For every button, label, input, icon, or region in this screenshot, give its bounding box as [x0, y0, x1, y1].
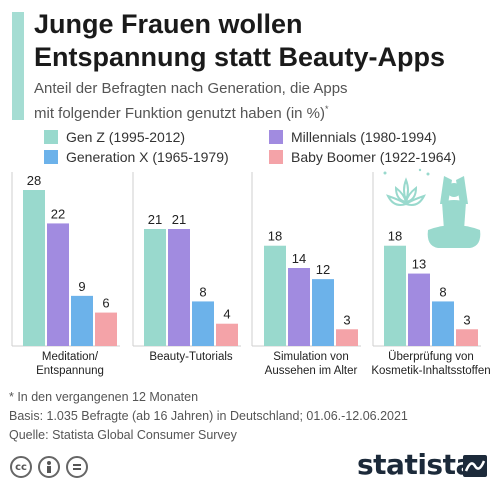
- no-derivatives-icon[interactable]: [66, 456, 88, 478]
- category-label: Simulation von: [273, 351, 348, 363]
- chart-subtitle-line-2: mit folgender Funktion genutzt haben (in…: [34, 99, 484, 124]
- legend-swatch-generation-x: [44, 150, 58, 164]
- bar: [144, 229, 166, 346]
- bar-value-label: 12: [316, 262, 330, 277]
- legend-item-baby-boomer: Baby Boomer (1922-1964): [269, 149, 456, 165]
- legend-item-generation-x: Generation X (1965-1979): [44, 149, 229, 165]
- bar-value-label: 22: [51, 206, 65, 221]
- legend-swatch-gen-z: [44, 130, 58, 144]
- bar: [168, 229, 190, 346]
- statista-logo-icon[interactable]: [463, 455, 487, 477]
- bar: [288, 268, 310, 346]
- category-label: Entspannung: [36, 365, 104, 377]
- bar-value-label: 6: [102, 296, 109, 311]
- attribution-icon[interactable]: [38, 456, 60, 478]
- subtitle-footnote-mark: *: [325, 104, 329, 114]
- bar: [336, 329, 358, 346]
- bar: [312, 279, 334, 346]
- chart-subtitle: Anteil der Befragten nach Generation, di…: [34, 78, 484, 124]
- category-label: Beauty-Tutorials: [149, 351, 233, 363]
- bar: [432, 301, 454, 346]
- chart-title-line-2: Entspannung statt Beauty-Apps: [34, 42, 446, 72]
- bar: [71, 295, 93, 346]
- category-label: Meditation/: [42, 351, 99, 363]
- chart-subtitle-line-1: Anteil der Befragten nach Generation, di…: [34, 80, 348, 97]
- legend-label-gen-z: Gen Z (1995-2012): [66, 129, 186, 145]
- legend-item-millennials: Millennials (1980-1994): [269, 129, 437, 145]
- bar-value-label: 18: [268, 229, 282, 244]
- bar: [408, 273, 430, 346]
- legend-swatch-baby-boomer: [269, 150, 283, 164]
- yoga-illustration-icon: [383, 168, 481, 248]
- bar: [216, 323, 238, 346]
- bar: [47, 223, 69, 346]
- bar-value-label: 28: [27, 173, 41, 188]
- bar-value-label: 3: [463, 312, 470, 327]
- bar-value-label: 3: [343, 312, 350, 327]
- bar-value-label: 18: [388, 229, 402, 244]
- bar-value-label: 8: [439, 284, 446, 299]
- source-note: Quelle: Statista Global Consumer Survey: [9, 428, 237, 442]
- footnote: * In den vergangenen 12 Monaten: [9, 390, 199, 404]
- bar-value-label: 14: [292, 251, 306, 266]
- chart-title-line-1: Junge Frauen wollen: [34, 9, 303, 39]
- bar-value-label: 9: [78, 279, 85, 294]
- footer: * In den vergangenen 12 Monaten Basis: 1…: [9, 388, 489, 445]
- bar: [192, 301, 214, 346]
- category-label: Aussehen im Alter: [265, 365, 358, 377]
- bar: [23, 190, 45, 346]
- bar: [384, 245, 406, 346]
- chart-title: Junge Frauen wollen Entspannung statt Be…: [34, 8, 494, 74]
- legend-item-gen-z: Gen Z (1995-2012): [44, 129, 185, 145]
- creative-commons-icon[interactable]: cc: [10, 456, 32, 478]
- bar-value-label: 21: [172, 212, 186, 227]
- bar: [264, 245, 286, 346]
- bar-value-label: 8: [199, 284, 206, 299]
- basis-note: Basis: 1.035 Befragte (ab 16 Jahren) in …: [9, 409, 408, 423]
- category-label: Kosmetik-Inhaltsstoffen: [371, 365, 490, 377]
- title-accent-bar: [12, 12, 24, 120]
- bar-value-label: 13: [412, 257, 426, 272]
- bar: [95, 312, 117, 346]
- legend-swatch-millennials: [269, 130, 283, 144]
- license-icons: cc: [10, 456, 88, 478]
- legend-label-generation-x: Generation X (1965-1979): [66, 149, 229, 165]
- bar-value-label: 4: [223, 307, 230, 322]
- legend-label-baby-boomer: Baby Boomer (1922-1964): [291, 149, 456, 165]
- chart-subtitle-line-2-text: mit folgender Funktion genutzt haben (in…: [34, 105, 325, 122]
- bar: [456, 329, 478, 346]
- legend-label-millennials: Millennials (1980-1994): [291, 129, 437, 145]
- statista-logo[interactable]: statista: [357, 448, 474, 481]
- bar-value-label: 21: [148, 212, 162, 227]
- category-label: Überprüfung von: [388, 351, 474, 363]
